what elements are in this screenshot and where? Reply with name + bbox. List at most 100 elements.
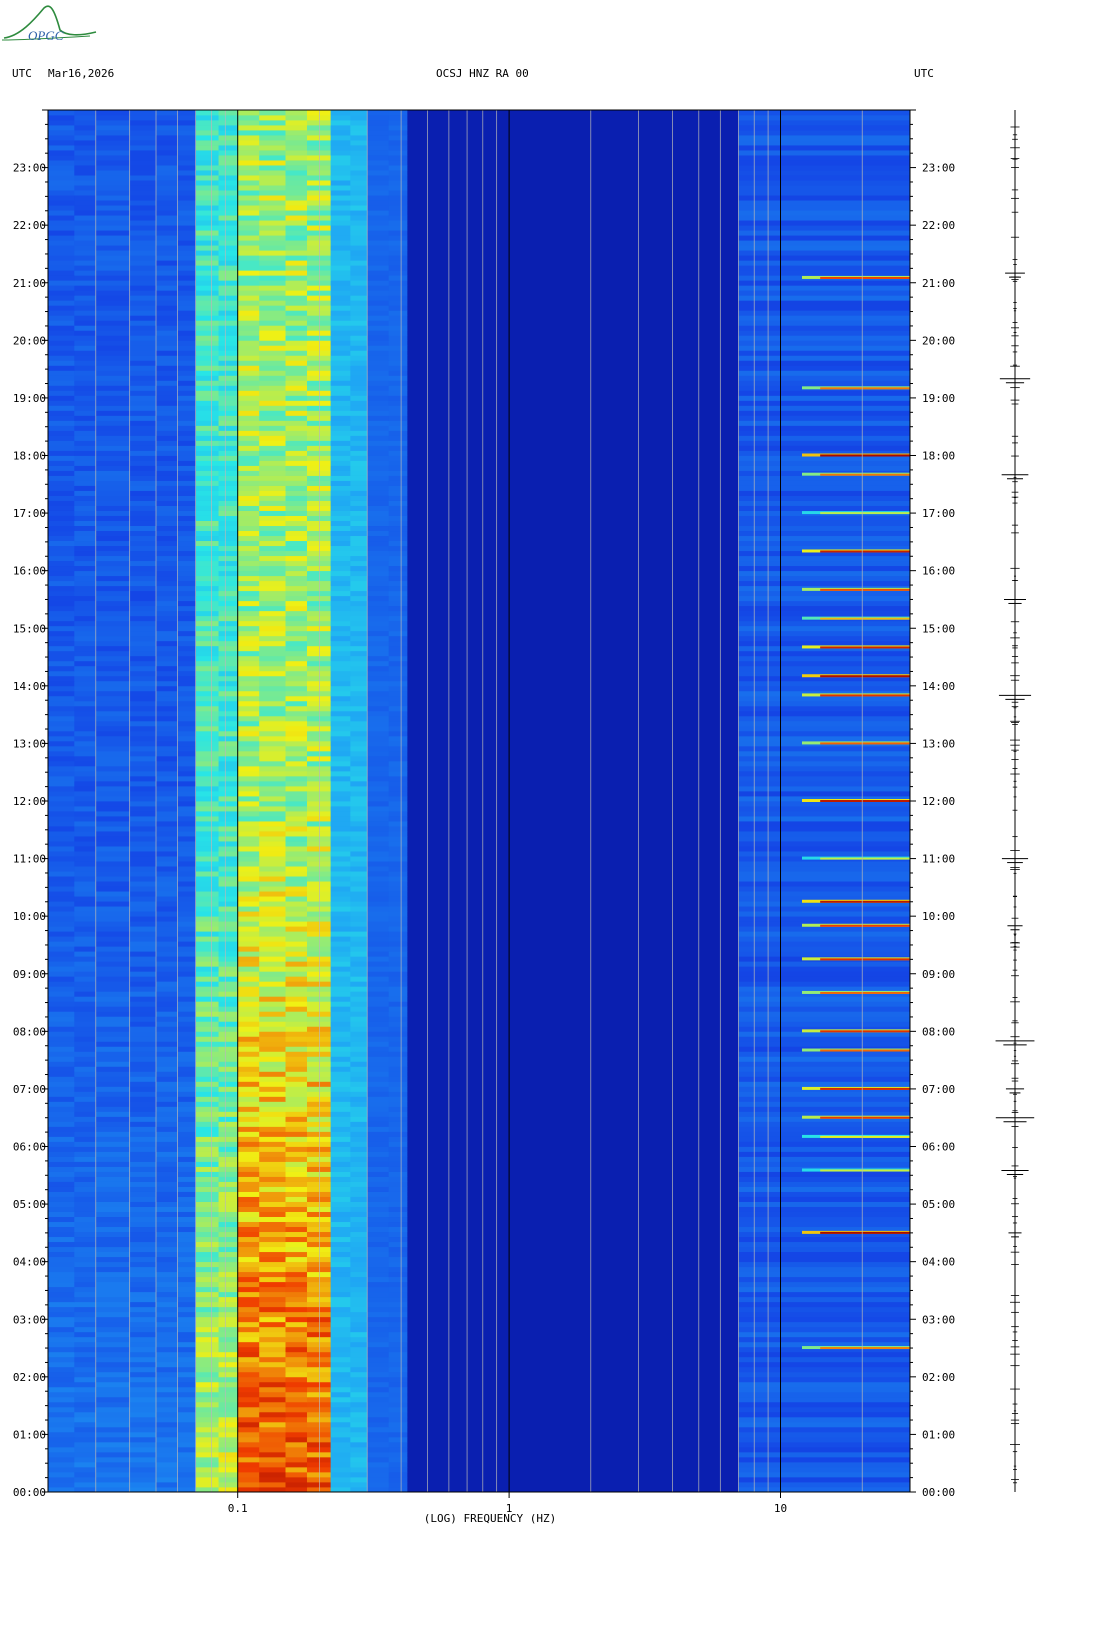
spectrogram-cell (388, 645, 408, 652)
spectrogram-cell (738, 485, 910, 491)
spectrogram-cell (350, 570, 368, 577)
spectrogram-cell (285, 1466, 308, 1473)
spectrogram-cell (285, 695, 308, 702)
spectrogram-cell (74, 1196, 97, 1202)
spectrogram-cell (74, 811, 97, 817)
spectrogram-cell (218, 585, 239, 592)
spectrogram-cell (350, 1026, 368, 1032)
spectrogram-cell (237, 350, 260, 356)
spectrogram-cell (74, 755, 97, 762)
spectrogram-cell (237, 956, 260, 962)
spectrogram-cell (218, 1146, 239, 1152)
spectrogram-cell (330, 1016, 351, 1022)
spectrogram-cell (177, 1186, 197, 1192)
spectrogram-cell (48, 540, 75, 547)
spectrogram-cell (285, 911, 308, 917)
spectrogram-cell (350, 600, 368, 607)
spectrogram-cell (367, 420, 390, 426)
spectrogram-cell (95, 1281, 131, 1288)
spectrogram-cell (367, 635, 390, 642)
spectrogram-cell (177, 510, 197, 516)
spectrogram-cell (738, 1151, 910, 1157)
spectrogram-cell (177, 345, 197, 351)
spectrogram-cell (330, 335, 351, 341)
spectrogram-cell (156, 300, 178, 306)
spectrogram-cell (195, 1171, 220, 1177)
spectrogram-cell (156, 430, 178, 436)
spectrogram-cell (195, 1226, 220, 1233)
spectrogram-cell (237, 1346, 260, 1353)
spectrogram-cell (259, 450, 286, 456)
spectrogram-cell (350, 1481, 368, 1488)
spectrogram-cell (738, 1021, 910, 1027)
spectrogram-cell (388, 1366, 408, 1373)
spectrogram-cell (156, 1081, 178, 1087)
spectrogram-cell (330, 255, 351, 261)
spectrogram-cell (218, 645, 239, 652)
spectrogram-cell (177, 1276, 197, 1283)
spectrogram-cell (195, 365, 220, 371)
spectrogram-cell (259, 590, 286, 597)
spectrogram-cell (129, 1086, 157, 1092)
spectrogram-cell (156, 135, 178, 141)
spectrogram-cell (129, 715, 157, 722)
spectrogram-cell (259, 886, 286, 892)
spectrogram-cell (74, 1271, 97, 1278)
spectrogram-cell (74, 1486, 97, 1492)
spectrogram-cell (388, 1061, 408, 1067)
spectrogram-cell (367, 785, 390, 792)
spectrogram-cell (95, 785, 131, 792)
spectrogram-cell (74, 886, 97, 892)
spectrogram-cell (367, 1066, 390, 1072)
spectrogram-cell (177, 1471, 197, 1478)
spectrogram-cell (330, 570, 351, 577)
spectrogram-cell (237, 1426, 260, 1433)
spectrogram-cell (367, 335, 390, 341)
spectrogram-cell (350, 901, 368, 907)
spectrogram-cell (177, 951, 197, 957)
spectrogram-cell (95, 645, 131, 652)
spectrogram-cell (367, 545, 390, 552)
spectrogram-cell (156, 1336, 178, 1343)
spectrogram-cell (48, 120, 75, 126)
spectrogram-cell (367, 1281, 390, 1288)
spectrogram-cell (738, 1066, 910, 1072)
spectrogram-cell (195, 590, 220, 597)
spectrogram-cell (48, 1466, 75, 1473)
spectrogram-cell (195, 1436, 220, 1443)
spectrogram-cell (48, 1246, 75, 1253)
spectrogram-cell (367, 115, 390, 121)
spectrogram-cell (48, 1091, 75, 1097)
spectrogram-cell (738, 600, 910, 607)
spectrogram-cell (367, 1231, 390, 1238)
spectrogram-cell (218, 220, 239, 226)
spectrogram-cell (129, 1256, 157, 1263)
spectrogram-cell (259, 1221, 286, 1228)
spectrogram-cell (74, 410, 97, 416)
spectrogram-cell (48, 145, 75, 151)
spectrogram-cell (259, 345, 286, 351)
spectrogram-cell (218, 966, 239, 972)
spectrogram-cell (74, 846, 97, 852)
spectrogram-cell (48, 445, 75, 451)
spectrogram-cell (218, 1196, 239, 1202)
spectrogram-cell (388, 861, 408, 867)
spectrogram-cell (74, 240, 97, 246)
spectrogram-cell (330, 405, 351, 411)
spectrogram-cell (350, 1096, 368, 1102)
spectrogram-cell (48, 580, 75, 587)
spectrogram-cell (218, 1141, 239, 1147)
spectrogram-cell (388, 1076, 408, 1082)
spectrogram-cell (259, 1416, 286, 1423)
spectrogram-cell (367, 1116, 390, 1122)
spectrogram-cell (237, 320, 260, 326)
spectrogram-cell (237, 355, 260, 361)
spectrogram-cell (330, 790, 351, 797)
spectrogram-cell (350, 1046, 368, 1052)
spectrogram-cell (738, 1081, 910, 1087)
spectrogram-cell (330, 951, 351, 957)
spectrogram-cell (330, 595, 351, 602)
event-streak-core (820, 1049, 910, 1052)
spectrogram-cell (259, 555, 286, 562)
spectrogram-cell (738, 435, 910, 441)
